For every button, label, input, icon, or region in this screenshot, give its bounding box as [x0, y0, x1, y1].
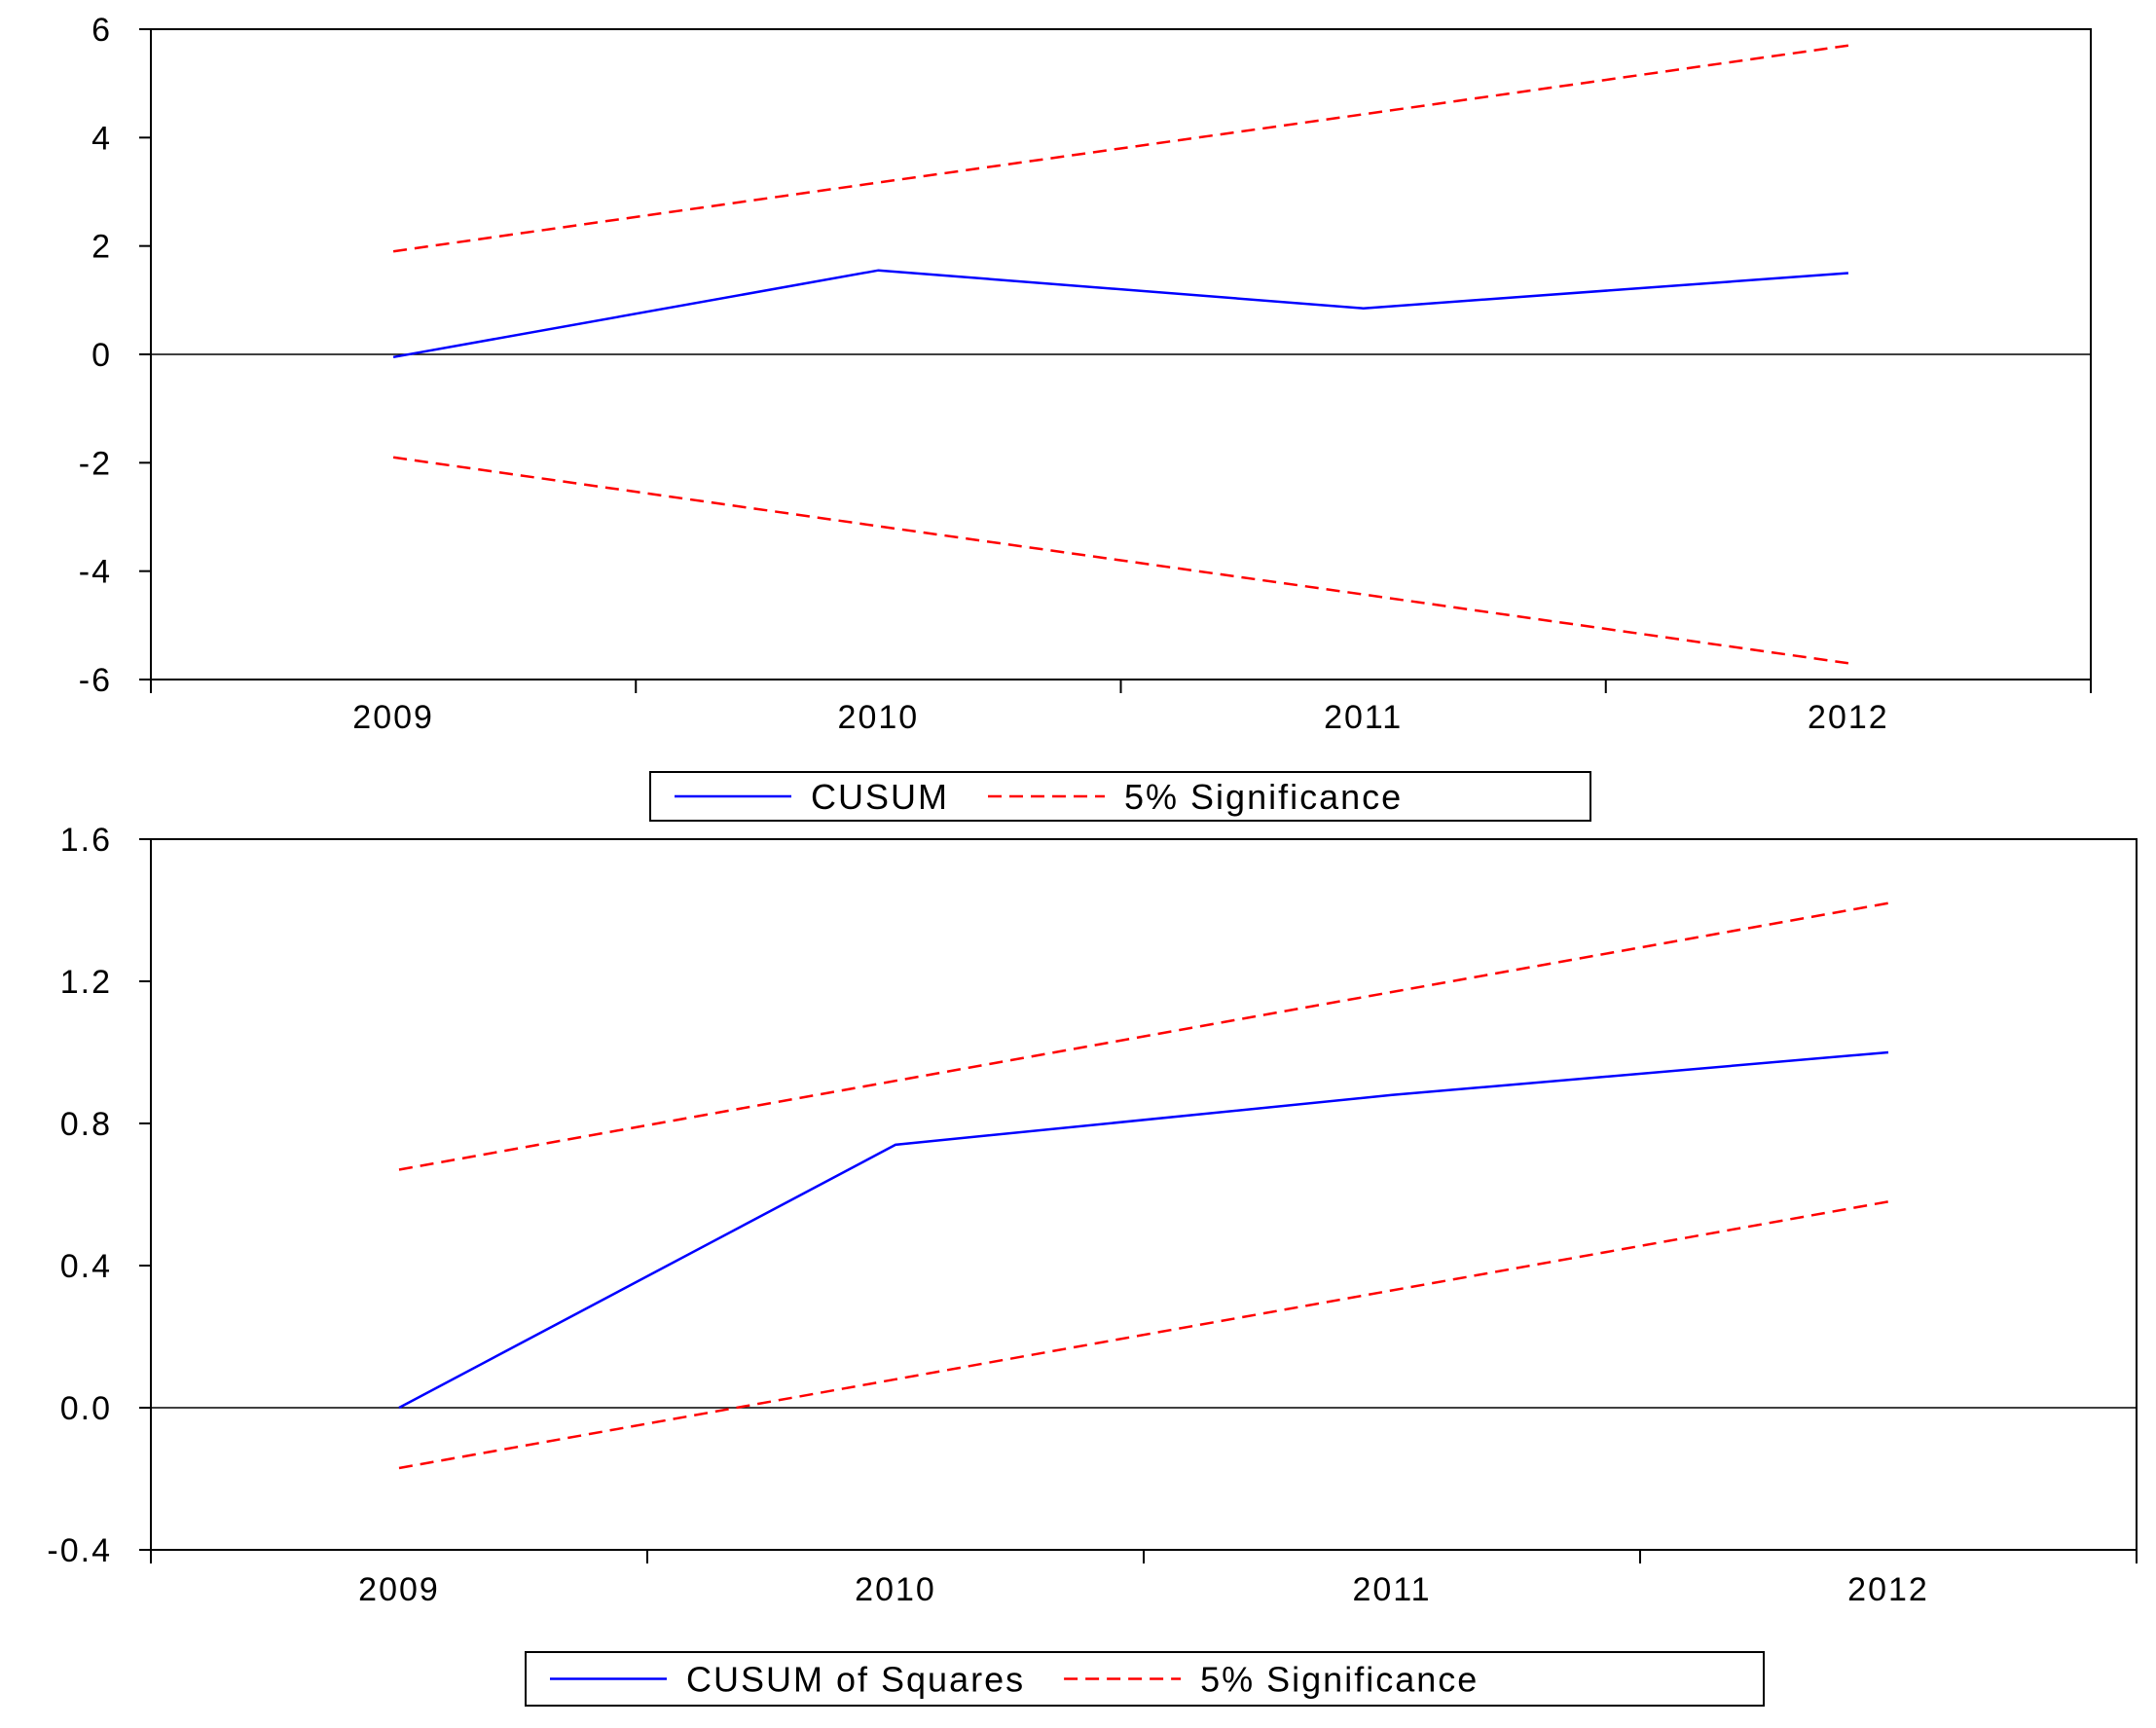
y-tick-label: -2 — [79, 445, 112, 482]
x-tick-label: 2010 — [855, 1571, 936, 1608]
x-tick-label: 2011 — [1324, 699, 1403, 736]
y-tick-label: 0.0 — [60, 1390, 112, 1427]
y-tick-label: 0 — [91, 337, 112, 374]
y-tick-label: 1.2 — [60, 964, 112, 1001]
legend-label: CUSUM — [811, 777, 949, 817]
y-tick-label: 0.4 — [60, 1248, 112, 1285]
chart-panel-1: 6 4 2 0 -2 -4 -6 2009 2010 2011 2012 CUSUM 5% Signif… — [79, 12, 2091, 821]
y-tick-label: 0.8 — [60, 1106, 112, 1143]
x-tick-label: 2009 — [352, 699, 434, 736]
series-line-main — [399, 1052, 1888, 1408]
plot-frame — [151, 839, 2137, 1550]
x-tick-label: 2012 — [1808, 699, 1889, 736]
y-tick-label: -6 — [79, 662, 112, 699]
x-tick-label: 2011 — [1352, 1571, 1431, 1608]
x-tick-label: 2012 — [1847, 1571, 1929, 1608]
legend-label: 5% Significance — [1124, 777, 1403, 817]
y-tick-label: 6 — [91, 12, 112, 49]
series-line-significance-1 — [399, 903, 1888, 1170]
chart-panel-2: 1.6 1.2 0.8 0.4 0.0 -0.4 2009 2010 2011 2012 CUSUM… — [47, 822, 2137, 1706]
y-tick-label: 4 — [91, 120, 112, 157]
y-tick-label: 1.6 — [60, 822, 112, 859]
y-tick-label: -0.4 — [47, 1532, 112, 1569]
legend-label: CUSUM of Squares — [686, 1660, 1025, 1700]
legend-label: 5% Significance — [1200, 1660, 1479, 1700]
series-line-main — [393, 271, 1848, 357]
legend: CUSUM 5% Significance — [650, 772, 1590, 821]
y-tick-label: -4 — [79, 554, 112, 591]
series-line-significance-2 — [399, 1201, 1888, 1468]
series-line-significance-2 — [393, 458, 1848, 664]
series-line-significance-1 — [393, 46, 1848, 252]
legend: CUSUM of Squares 5% Significance — [526, 1652, 1764, 1706]
x-tick-label: 2010 — [838, 699, 920, 736]
y-tick-label: 2 — [91, 229, 112, 266]
x-tick-label: 2009 — [358, 1571, 440, 1608]
